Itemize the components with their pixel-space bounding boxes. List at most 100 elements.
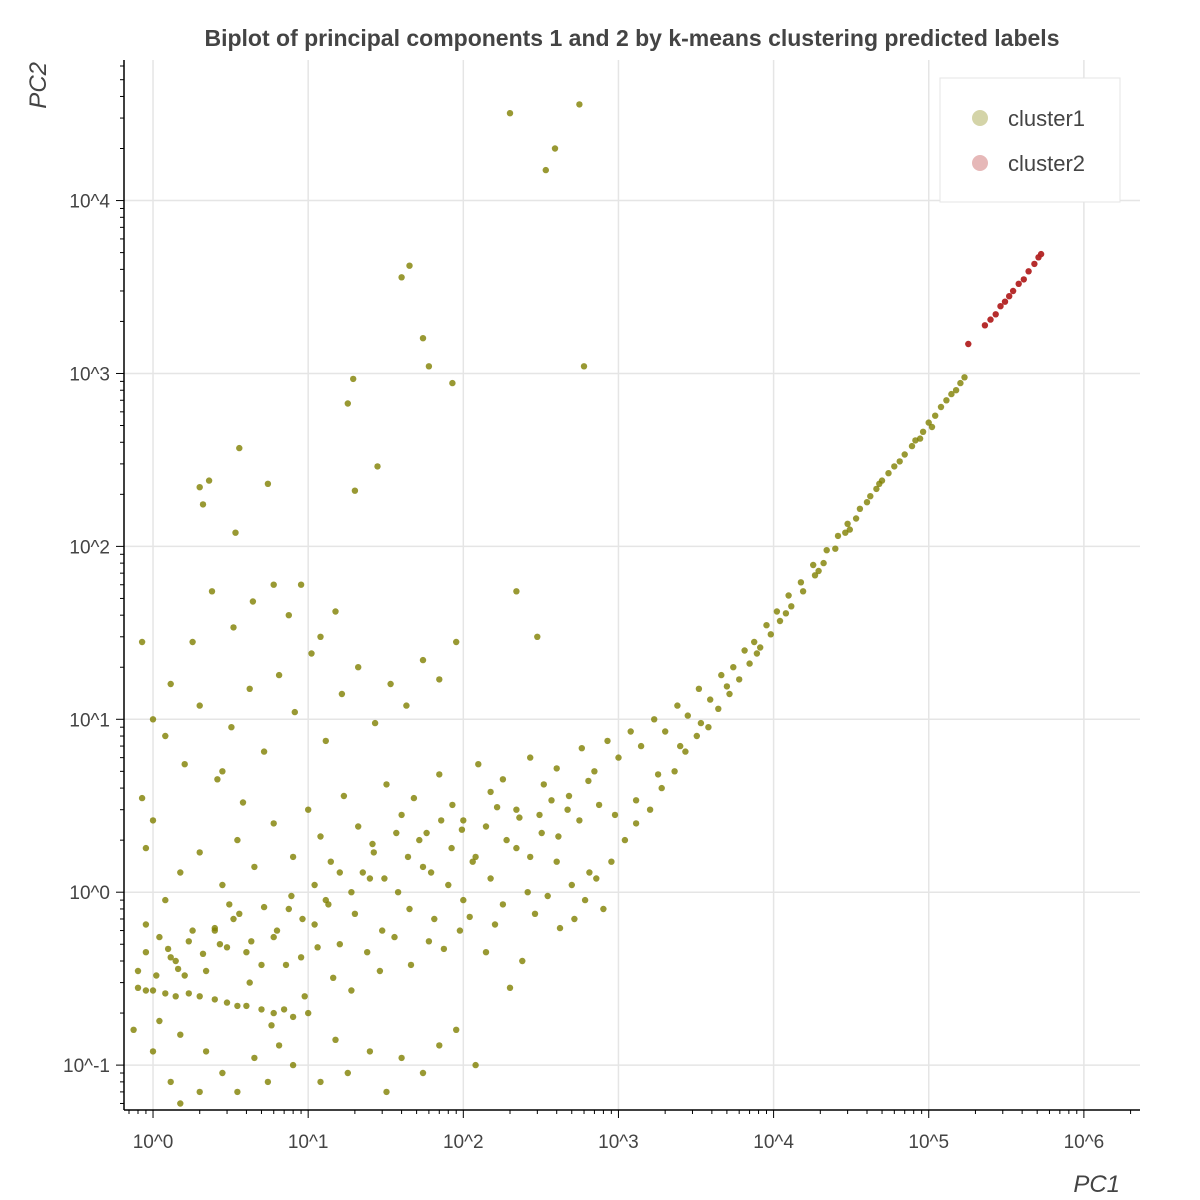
cluster1-point [576, 817, 583, 824]
cluster1-point [226, 901, 233, 908]
cluster1-point [336, 869, 343, 876]
cluster1-point [952, 387, 960, 394]
cluster1-point [332, 1036, 339, 1044]
cluster1-point [723, 683, 731, 690]
cluster1-point [810, 561, 817, 569]
cluster1-point [202, 967, 210, 975]
cluster1-point [823, 547, 830, 554]
cluster1-point [553, 858, 560, 865]
cluster1-point [730, 664, 737, 671]
cluster1-point [751, 638, 758, 646]
cluster1-point [174, 965, 182, 973]
cluster1-point [527, 754, 534, 761]
cluster1-point [718, 671, 725, 679]
cluster1-point [142, 987, 150, 994]
cluster1-point [595, 801, 603, 809]
cluster1-point [425, 938, 433, 945]
cluster1-point [275, 1042, 283, 1049]
cluster1-point [516, 814, 523, 821]
cluster1-point [228, 724, 235, 731]
cluster1-point [448, 844, 455, 852]
cluster1-point [211, 996, 218, 1003]
cluster1-point [275, 671, 283, 679]
cluster1-point [928, 423, 936, 431]
cluster1-point [355, 823, 362, 830]
cluster1-point [189, 927, 196, 934]
cluster1-point [234, 1088, 241, 1096]
cluster1-point [285, 612, 292, 619]
cluster1-point [555, 833, 562, 840]
cluster1-point [142, 844, 150, 852]
cluster1-point [185, 938, 192, 945]
cluster1-point [741, 647, 748, 654]
cluster1-point [585, 777, 592, 785]
cluster1-point [695, 685, 703, 692]
cluster1-point [387, 680, 394, 688]
cluster1-point [223, 944, 231, 951]
cluster1-point [419, 656, 427, 664]
cluster1-point [403, 702, 410, 709]
cluster1-point [460, 817, 467, 824]
cluster1-point [551, 145, 559, 152]
cluster1-point [398, 1054, 405, 1062]
cluster1-point [219, 881, 226, 889]
cluster1-point [246, 685, 253, 692]
cluster1-point [379, 927, 386, 934]
cluster1-point [376, 967, 384, 975]
cluster1-point [834, 532, 842, 540]
cluster1-point [355, 664, 362, 671]
cluster1-point [196, 849, 203, 856]
grid [124, 60, 1140, 1110]
cluster1-point [359, 869, 366, 876]
cluster1-point [571, 915, 578, 923]
cluster1-point [273, 927, 281, 934]
cluster1-point [538, 829, 545, 837]
cluster1-point [317, 633, 324, 640]
cluster1-point [715, 705, 722, 712]
cluster1-point [289, 1013, 297, 1021]
cluster1-point [243, 1002, 250, 1010]
cluster1-point [251, 1054, 258, 1062]
cluster1-point [234, 1002, 241, 1010]
cluster1-point [580, 363, 588, 370]
cluster1-point [785, 592, 792, 599]
cluster1-point [632, 820, 640, 827]
cluster1-point [149, 817, 157, 824]
x-axis-title: PC1 [1073, 1171, 1120, 1198]
cluster1-point [162, 896, 169, 904]
cluster1-point [374, 463, 381, 470]
cluster1-point [524, 889, 531, 896]
cluster1-point [423, 829, 430, 837]
cluster1-point [202, 1048, 210, 1055]
cluster1-point [260, 748, 268, 755]
cluster1-point [260, 903, 268, 911]
cluster1-point [453, 638, 460, 646]
cluster1-point [576, 101, 583, 108]
cluster1-point [885, 470, 892, 477]
cluster1-point [600, 905, 607, 913]
cluster1-point [251, 863, 258, 871]
cluster1-point [407, 961, 415, 969]
cluster1-point [167, 680, 174, 688]
x-tick-label: 10^0 [133, 1132, 174, 1153]
cluster1-point [440, 945, 448, 953]
cluster1-point [531, 910, 539, 917]
cluster1-point [937, 403, 945, 411]
cluster1-point [314, 944, 321, 951]
legend-swatch-cluster2 [972, 155, 988, 171]
cluster1-point [258, 1006, 265, 1013]
cluster1-point [297, 954, 305, 961]
cluster1-point [330, 974, 337, 981]
cluster1-point [436, 676, 443, 683]
cluster1-point [466, 913, 473, 921]
cluster1-point [410, 794, 418, 802]
cluster1-point [208, 588, 216, 595]
y-tick-label: 10^3 [69, 364, 110, 385]
cluster1-point [366, 1048, 374, 1055]
cluster1-point [427, 869, 435, 876]
cluster1-point [564, 806, 571, 813]
x-tick-label: 10^6 [1064, 1132, 1105, 1153]
cluster1-point [757, 644, 764, 651]
cluster1-point [232, 529, 239, 536]
